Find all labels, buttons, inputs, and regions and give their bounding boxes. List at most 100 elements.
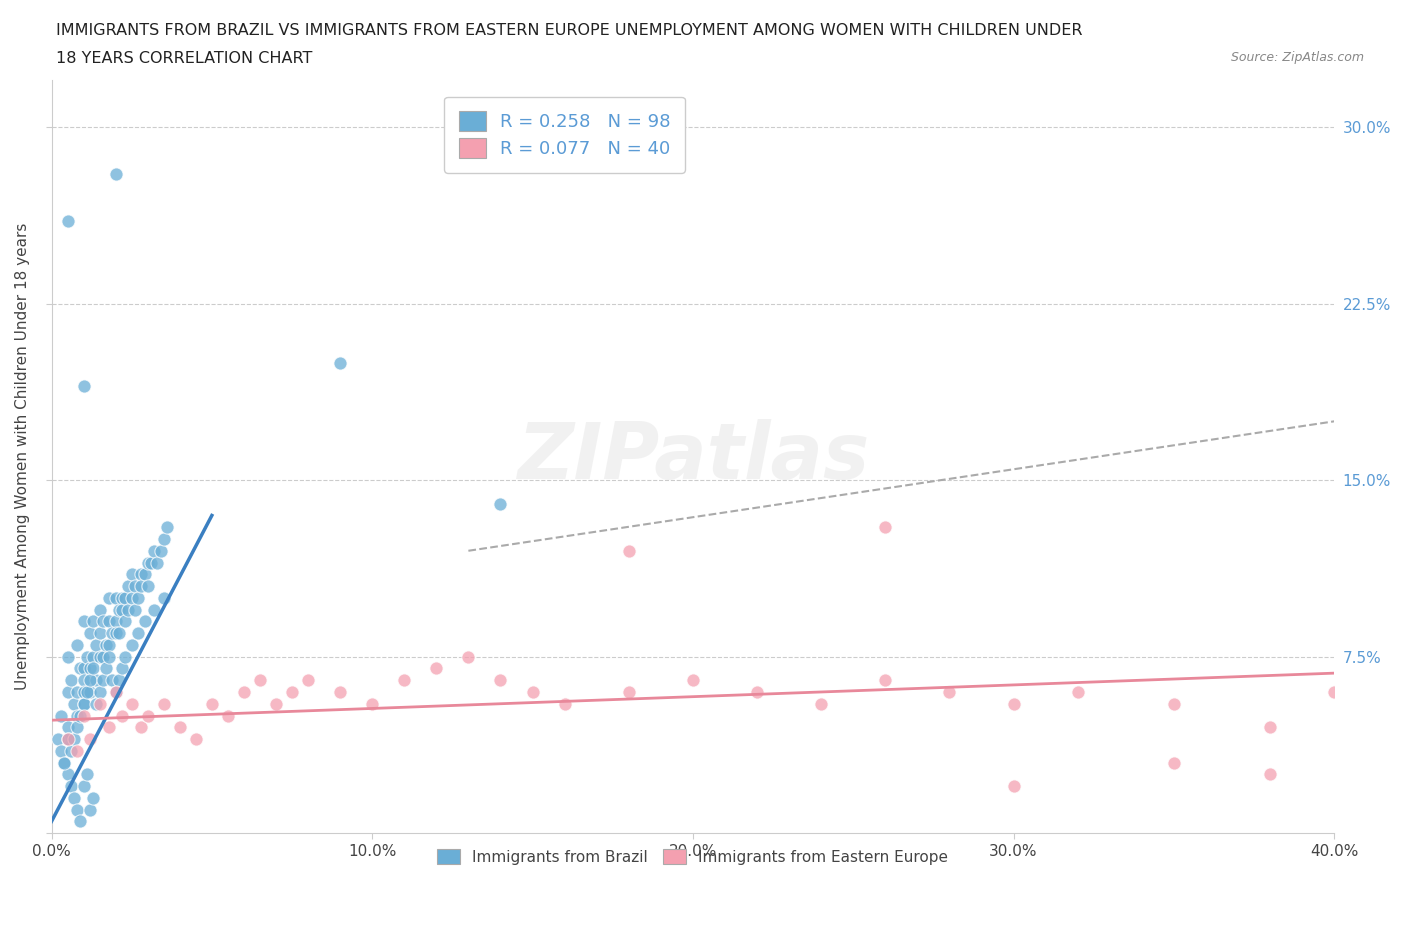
- Point: [76, 684, 98, 699]
- Point: [489, 497, 512, 512]
- Point: [169, 720, 191, 735]
- Point: [938, 684, 960, 699]
- Point: [329, 355, 352, 370]
- Point: [139, 555, 162, 570]
- Point: [108, 626, 131, 641]
- Point: [72, 778, 94, 793]
- Point: [89, 626, 111, 641]
- Point: [98, 591, 121, 605]
- Point: [91, 614, 114, 629]
- Point: [49, 708, 72, 723]
- Point: [63, 732, 86, 747]
- Point: [114, 614, 136, 629]
- Point: [121, 567, 143, 582]
- Point: [143, 543, 166, 558]
- Point: [146, 555, 169, 570]
- Point: [72, 379, 94, 393]
- Point: [745, 684, 768, 699]
- Point: [53, 755, 76, 770]
- Point: [1323, 684, 1346, 699]
- Point: [297, 672, 319, 687]
- Point: [217, 708, 239, 723]
- Point: [131, 720, 153, 735]
- Point: [66, 708, 89, 723]
- Point: [69, 708, 91, 723]
- Point: [94, 661, 117, 676]
- Point: [89, 684, 111, 699]
- Point: [127, 591, 149, 605]
- Point: [121, 591, 143, 605]
- Text: IMMIGRANTS FROM BRAZIL VS IMMIGRANTS FROM EASTERN EUROPE UNEMPLOYMENT AMONG WOME: IMMIGRANTS FROM BRAZIL VS IMMIGRANTS FRO…: [56, 23, 1083, 38]
- Point: [82, 649, 104, 664]
- Point: [361, 697, 384, 711]
- Point: [72, 684, 94, 699]
- Point: [66, 803, 89, 817]
- Point: [104, 626, 127, 641]
- Point: [59, 778, 82, 793]
- Point: [111, 602, 134, 617]
- Point: [1258, 767, 1281, 782]
- Point: [72, 661, 94, 676]
- Point: [59, 743, 82, 758]
- Point: [66, 720, 89, 735]
- Point: [56, 720, 79, 735]
- Text: ZIPatlas: ZIPatlas: [517, 418, 869, 495]
- Point: [56, 767, 79, 782]
- Point: [124, 602, 146, 617]
- Point: [617, 684, 640, 699]
- Point: [79, 684, 101, 699]
- Point: [1258, 720, 1281, 735]
- Point: [1002, 697, 1025, 711]
- Point: [79, 626, 101, 641]
- Point: [232, 684, 254, 699]
- Point: [72, 708, 94, 723]
- Point: [682, 672, 704, 687]
- Point: [329, 684, 352, 699]
- Legend: Immigrants from Brazil, Immigrants from Eastern Europe: Immigrants from Brazil, Immigrants from …: [432, 843, 955, 870]
- Point: [131, 578, 153, 593]
- Point: [554, 697, 576, 711]
- Point: [98, 720, 121, 735]
- Point: [49, 743, 72, 758]
- Point: [79, 672, 101, 687]
- Point: [875, 672, 897, 687]
- Point: [89, 602, 111, 617]
- Point: [101, 672, 124, 687]
- Point: [104, 166, 127, 181]
- Point: [121, 697, 143, 711]
- Point: [108, 602, 131, 617]
- Point: [264, 697, 287, 711]
- Point: [53, 755, 76, 770]
- Point: [617, 543, 640, 558]
- Point: [134, 567, 156, 582]
- Point: [56, 684, 79, 699]
- Point: [56, 214, 79, 229]
- Point: [86, 637, 108, 652]
- Point: [82, 790, 104, 805]
- Point: [152, 532, 174, 547]
- Point: [89, 649, 111, 664]
- Point: [72, 697, 94, 711]
- Point: [69, 661, 91, 676]
- Point: [104, 684, 127, 699]
- Point: [86, 697, 108, 711]
- Point: [86, 672, 108, 687]
- Point: [79, 732, 101, 747]
- Point: [72, 672, 94, 687]
- Point: [63, 790, 86, 805]
- Point: [89, 697, 111, 711]
- Point: [810, 697, 832, 711]
- Point: [117, 578, 139, 593]
- Point: [98, 614, 121, 629]
- Point: [184, 732, 207, 747]
- Point: [79, 661, 101, 676]
- Point: [98, 637, 121, 652]
- Point: [69, 814, 91, 829]
- Point: [149, 543, 172, 558]
- Point: [489, 672, 512, 687]
- Point: [79, 803, 101, 817]
- Point: [136, 555, 159, 570]
- Point: [111, 708, 134, 723]
- Point: [56, 649, 79, 664]
- Point: [76, 767, 98, 782]
